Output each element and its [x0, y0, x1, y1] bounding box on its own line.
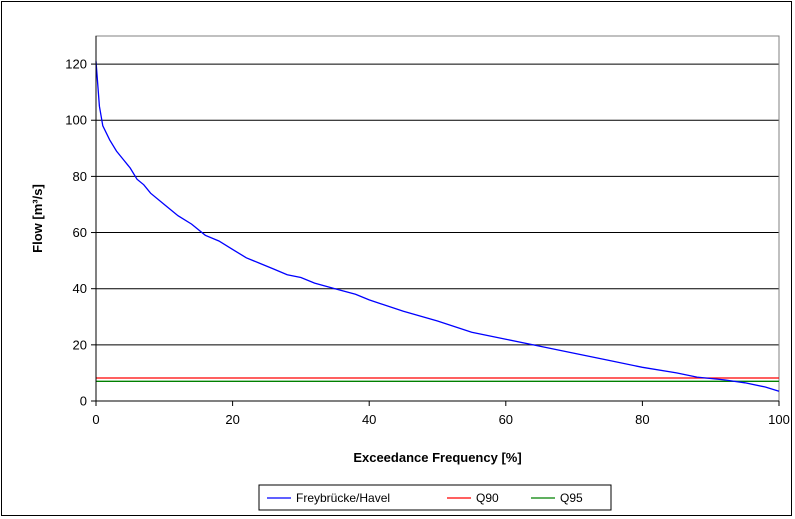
axis-layer: 0 20 40 60 80 100 120 0 20 40 60 80 100: [65, 36, 790, 427]
y-tick-label: 20: [73, 337, 87, 352]
series-layer: [95, 61, 780, 392]
legend-label: Freybrücke/Havel: [296, 491, 390, 505]
y-tick-label: 100: [65, 113, 87, 128]
x-axis-title: Exceedance Frequency [%]: [353, 450, 521, 465]
x-tick-label: 100: [768, 412, 790, 427]
x-tick-label: 20: [225, 412, 239, 427]
legend: Freybrücke/Havel Q90 Q95: [258, 484, 612, 511]
x-tick-label: 40: [362, 412, 376, 427]
legend-label: Q90: [476, 491, 499, 505]
x-tick-label: 80: [635, 412, 649, 427]
y-tick-label: 40: [73, 281, 87, 296]
y-tick-label: 60: [73, 225, 87, 240]
y-axis-title: Flow [m³/s]: [30, 184, 45, 253]
y-tick-label: 120: [65, 57, 87, 72]
plot-area: [95, 35, 780, 402]
x-tick-label: 0: [92, 412, 99, 427]
legend-label: Q95: [560, 491, 583, 505]
y-tick-label: 0: [80, 394, 87, 409]
grid-layer: [96, 63, 779, 346]
series-line-freybr-cke-havel: [95, 61, 780, 392]
x-tick-label: 60: [499, 412, 513, 427]
y-tick-label: 80: [73, 169, 87, 184]
